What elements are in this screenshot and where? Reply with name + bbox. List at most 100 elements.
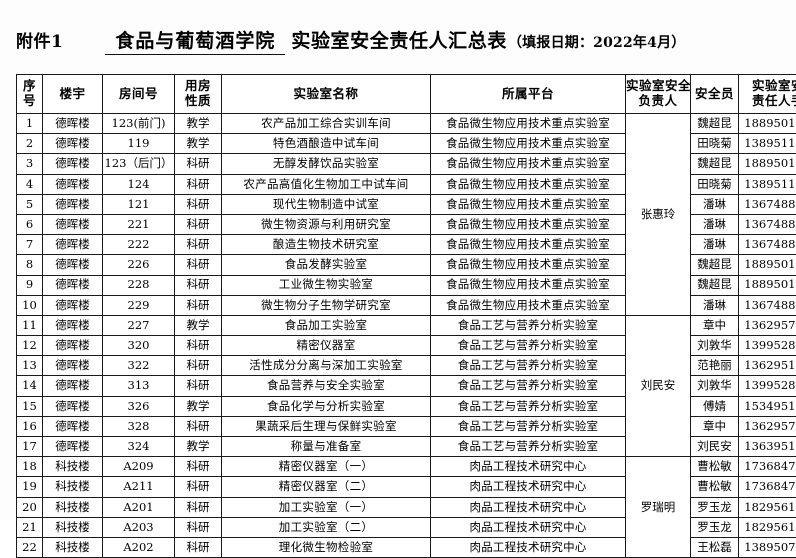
cell-platform: 食品工艺与营养分析实验室 [431, 356, 626, 376]
cell-platform: 食品工艺与营养分析实验室 [431, 416, 626, 436]
cell-index: 19 [17, 477, 43, 497]
cell-usage: 科研 [175, 235, 222, 255]
cell-lab-name: 无醇发酵饮品实验室 [222, 154, 431, 174]
cell-platform: 食品微生物应用技术重点实验室 [431, 235, 626, 255]
cell-lab-name: 精密仪器室（二） [222, 477, 431, 497]
cell-safety-officer: 刘敦华 [691, 336, 739, 356]
cell-platform: 食品工艺与营养分析实验室 [431, 336, 626, 356]
cell-building: 德晖楼 [43, 255, 103, 275]
cell-lab-name: 食品加工实验室 [222, 315, 431, 335]
column-header-safety-head: 实验室安全 负责人 [626, 75, 691, 114]
cell-building: 德晖楼 [43, 235, 103, 255]
cell-platform: 肉品工程技术研究中心 [431, 457, 626, 477]
cell-building: 德晖楼 [43, 437, 103, 457]
cell-building: 德晖楼 [43, 154, 103, 174]
cell-safety-officer: 田晓菊 [691, 134, 739, 154]
cell-index: 10 [17, 295, 43, 315]
document-page: 附件1 食品与葡萄酒学院 实验室安全责任人汇总表 （填报日期：2022年4月） … [0, 0, 796, 520]
cell-phone: 18895010177 [739, 114, 796, 134]
cell-index: 21 [17, 517, 43, 537]
attachment-label: 附件1 [16, 27, 63, 52]
cell-lab-name: 微生物资源与利用研究室 [222, 214, 431, 234]
cell-index: 11 [17, 315, 43, 335]
cell-safety-officer: 潘琳 [691, 214, 739, 234]
cell-phone: 13895116484 [739, 174, 796, 194]
cell-phone: 13674887257 [739, 214, 796, 234]
cell-usage: 科研 [175, 356, 222, 376]
cell-lab-name: 理化微生物检验室 [222, 537, 431, 557]
cell-usage: 科研 [175, 517, 222, 537]
cell-phone: 18895010177 [739, 275, 796, 295]
cell-phone: 13995288707 [739, 336, 796, 356]
cell-usage: 科研 [175, 457, 222, 477]
cell-safety-head: 罗瑞明 [626, 457, 691, 558]
cell-phone: 18295613166 [739, 517, 796, 537]
cell-lab-name: 称量与准备室 [222, 437, 431, 457]
cell-index: 18 [17, 457, 43, 477]
table-header: 序 号 楼宇 房间号 用房 性质 实验室名称 所属平台 实验室安全 负责人 [17, 75, 796, 114]
cell-safety-officer: 曹松敏 [691, 477, 739, 497]
cell-building: 科技楼 [43, 537, 103, 557]
cell-index: 5 [17, 194, 43, 214]
cell-room: 119 [103, 134, 175, 154]
cell-platform: 食品微生物应用技术重点实验室 [431, 194, 626, 214]
column-header-phone-line1: 实验室安全 [739, 79, 796, 94]
lab-safety-table: 序 号 楼宇 房间号 用房 性质 实验室名称 所属平台 实验室安全 负责人 [16, 74, 796, 558]
cell-usage: 科研 [175, 376, 222, 396]
cell-safety-head: 刘民安 [626, 315, 691, 456]
cell-room: 326 [103, 396, 175, 416]
cell-usage: 科研 [175, 174, 222, 194]
cell-building: 德晖楼 [43, 114, 103, 134]
cell-index: 16 [17, 416, 43, 436]
cell-phone: 13895071742 [739, 537, 796, 557]
cell-phone: 13629514911 [739, 356, 796, 376]
cell-safety-officer: 刘敦华 [691, 376, 739, 396]
cell-lab-name: 农产品高值化生物加工中试车间 [222, 174, 431, 194]
column-header-platform: 所属平台 [431, 75, 626, 114]
cell-usage: 科研 [175, 255, 222, 275]
cell-lab-name: 食品营养与安全实验室 [222, 376, 431, 396]
cell-building: 德晖楼 [43, 194, 103, 214]
cell-safety-officer: 范艳丽 [691, 356, 739, 376]
column-header-safety-head-line2: 负责人 [626, 94, 690, 109]
cell-room: 222 [103, 235, 175, 255]
cell-building: 科技楼 [43, 477, 103, 497]
cell-building: 德晖楼 [43, 396, 103, 416]
cell-room: 123(前门) [103, 114, 175, 134]
cell-usage: 科研 [175, 295, 222, 315]
report-date-note: （填报日期：2022年4月） [508, 32, 686, 52]
cell-safety-officer: 傅婧 [691, 396, 739, 416]
cell-phone: 13995288707 [739, 376, 796, 396]
cell-room: 313 [103, 376, 175, 396]
cell-safety-officer: 刘民安 [691, 437, 739, 457]
cell-lab-name: 工业微生物实验室 [222, 275, 431, 295]
cell-usage: 教学 [175, 134, 222, 154]
cell-usage: 科研 [175, 497, 222, 517]
cell-usage: 科研 [175, 416, 222, 436]
cell-building: 德晖楼 [43, 336, 103, 356]
cell-room: A209 [103, 457, 175, 477]
cell-platform: 食品微生物应用技术重点实验室 [431, 174, 626, 194]
cell-usage: 科研 [175, 537, 222, 557]
cell-building: 德晖楼 [43, 356, 103, 376]
cell-lab-name: 活性成分分离与深加工实验室 [222, 356, 431, 376]
cell-room: 227 [103, 315, 175, 335]
cell-index: 8 [17, 255, 43, 275]
cell-lab-name: 现代生物制造中试室 [222, 194, 431, 214]
cell-building: 德晖楼 [43, 214, 103, 234]
cell-platform: 食品工艺与营养分析实验室 [431, 376, 626, 396]
cell-building: 德晖楼 [43, 376, 103, 396]
column-header-phone-line2: 责任人手机 [739, 94, 796, 109]
column-header-safety-officer: 安全员 [691, 75, 739, 114]
cell-room: 221 [103, 214, 175, 234]
cell-index: 2 [17, 134, 43, 154]
cell-platform: 食品微生物应用技术重点实验室 [431, 295, 626, 315]
cell-phone: 13639516187 [739, 437, 796, 457]
college-name: 食品与葡萄酒学院 [105, 26, 285, 55]
cell-building: 德晖楼 [43, 275, 103, 295]
cell-lab-name: 特色酒酿造中试车间 [222, 134, 431, 154]
column-header-phone: 实验室安全 责任人手机 [739, 75, 796, 114]
cell-safety-officer: 潘琳 [691, 235, 739, 255]
